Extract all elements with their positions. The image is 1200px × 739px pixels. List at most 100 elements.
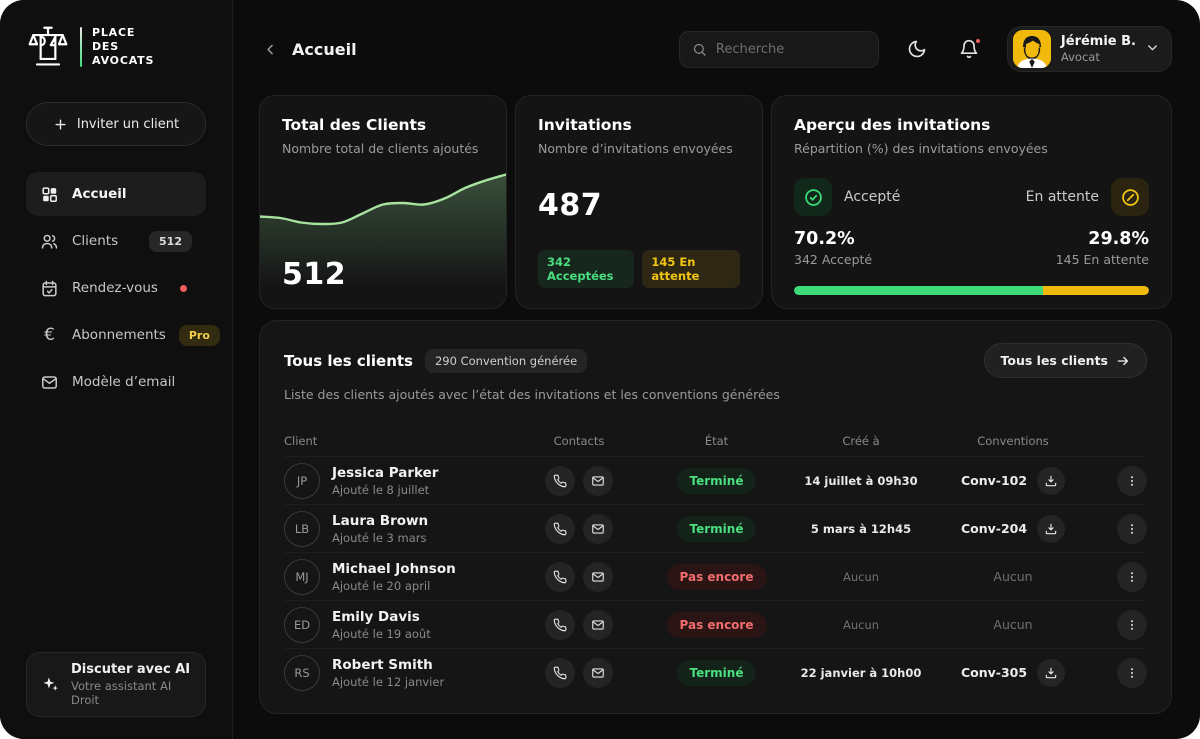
search-input[interactable] — [715, 41, 866, 57]
state-badge: Terminé — [676, 467, 757, 494]
mail-icon — [592, 619, 604, 630]
client-added-date: Ajouté le 3 mars — [332, 530, 427, 545]
ai-chat-button[interactable]: Discuter avec AI Votre assistant AI Droi… — [26, 652, 206, 717]
accepted-check-icon — [794, 178, 832, 216]
row-menu-button[interactable] — [1117, 465, 1147, 496]
notification-badge — [973, 37, 982, 45]
client-name: Robert Smith — [332, 656, 433, 673]
created-at: 5 mars à 12h45 — [810, 521, 912, 536]
arrow-right-icon — [1117, 356, 1129, 365]
kebab-menu-icon — [1131, 667, 1133, 678]
view-all-label: Tous les clients — [1000, 353, 1108, 368]
card-title: Total des Clients — [282, 116, 427, 134]
phone-button[interactable] — [545, 513, 575, 544]
logo-divider — [80, 27, 82, 67]
card-title: Invitations — [538, 116, 632, 134]
email-button[interactable] — [583, 657, 613, 688]
table-subtitle: Liste des clients ajoutés avec l’état de… — [284, 387, 780, 402]
row-menu-button[interactable] — [1117, 561, 1147, 592]
theme-toggle-button[interactable] — [903, 35, 931, 63]
sidebar-item-modele-email[interactable]: Modèle d’email — [26, 360, 206, 404]
email-button[interactable] — [583, 561, 613, 592]
row-menu-button[interactable] — [1117, 657, 1147, 688]
download-icon — [1045, 475, 1057, 486]
chevron-down-icon — [1146, 41, 1159, 58]
notification-dot — [180, 284, 187, 292]
invite-client-label: Inviter un client — [76, 116, 180, 132]
invite-client-button[interactable]: Inviter un client — [26, 102, 206, 146]
mail-icon — [592, 475, 604, 486]
download-icon — [1045, 523, 1057, 534]
clients-table-card: Tous les clients 290 Convention générée … — [259, 320, 1172, 714]
client-name: Michael Johnson — [332, 560, 456, 577]
card-subtitle: Nombre d’invitations envoyées — [538, 141, 733, 156]
client-added-date: Ajouté le 8 juillet — [332, 482, 430, 497]
user-role: Avocat — [1060, 49, 1100, 64]
table-row: MJ Michael Johnson Ajouté le 20 april — [284, 552, 1147, 600]
users-icon — [41, 234, 58, 249]
search-box[interactable] — [678, 30, 879, 68]
accepted-label: Accepté — [844, 189, 901, 205]
row-menu-button[interactable] — [1117, 513, 1147, 544]
moon-icon — [908, 40, 926, 58]
client-initials-avatar: ED — [284, 606, 320, 643]
column-header-cree-a: Créé à — [842, 434, 880, 448]
client-added-date: Ajouté le 19 août — [332, 626, 431, 641]
view-all-clients-button[interactable]: Tous les clients — [983, 343, 1147, 378]
email-button[interactable] — [583, 465, 613, 496]
phone-icon — [553, 474, 567, 487]
column-header-contacts: Contacts — [553, 434, 605, 448]
page-title: Accueil — [292, 39, 357, 59]
email-button[interactable] — [583, 513, 613, 544]
sidebar-item-accueil[interactable]: Accueil — [26, 172, 206, 216]
notifications-button[interactable] — [955, 35, 983, 63]
invitations-overview-card: Aperçu des invitations Répartition (%) d… — [771, 95, 1172, 309]
sidebar-item-label: Rendez-vous — [72, 280, 158, 296]
phone-button[interactable] — [545, 465, 575, 496]
download-icon — [1045, 667, 1057, 678]
client-initials-avatar: MJ — [284, 558, 320, 595]
card-subtitle: Nombre total de clients ajoutés — [282, 141, 479, 156]
stats-cards: Total des Clients Nombre total de client… — [259, 95, 1172, 309]
progress-pending-segment — [1043, 286, 1149, 295]
download-button[interactable] — [1037, 466, 1066, 495]
phone-button[interactable] — [545, 609, 575, 640]
phone-icon — [553, 522, 567, 535]
sidebar-item-label: Abonnements — [72, 327, 166, 343]
sidebar-item-abonnements[interactable]: € Abonnements Pro — [26, 313, 220, 357]
accepted-percent: 70.2% — [794, 229, 855, 249]
mail-icon — [592, 523, 604, 534]
client-added-date: Ajouté le 12 janvier — [332, 674, 445, 689]
column-header-conventions: Conventions — [977, 434, 1049, 448]
user-menu[interactable]: Jérémie B. Avocat — [1006, 26, 1172, 72]
back-button[interactable] — [259, 38, 282, 61]
download-button[interactable] — [1037, 514, 1066, 543]
table-row: RS Robert Smith Ajouté le 12 janvier — [284, 648, 1147, 696]
clients-table-body: JP Jessica Parker Ajouté le 8 juillet — [284, 456, 1147, 696]
clients-sparkline-chart — [260, 158, 506, 308]
pending-count: 145 En attente — [1055, 252, 1149, 267]
avatar — [1012, 30, 1051, 68]
row-menu-button[interactable] — [1117, 609, 1147, 640]
accepted-count: 342 Accepté — [794, 252, 873, 267]
column-header-etat: État — [704, 434, 729, 448]
mail-icon — [592, 667, 604, 678]
convention-id: Aucun — [993, 617, 1033, 632]
phone-button[interactable] — [545, 657, 575, 688]
ai-button-title: Discuter avec AI — [71, 662, 191, 677]
convention-id: Conv-102 — [960, 473, 1028, 488]
phone-icon — [553, 666, 567, 679]
email-button[interactable] — [583, 609, 613, 640]
sidebar-item-clients[interactable]: Clients 512 — [26, 219, 206, 263]
table-row: ED Emily Davis Ajouté le 19 août — [284, 600, 1147, 648]
column-header-client: Client — [284, 434, 318, 448]
created-at: 14 juillet à 09h30 — [804, 473, 918, 488]
sidebar-item-label: Accueil — [72, 186, 127, 202]
sidebar-item-rendez-vous[interactable]: Rendez-vous — [26, 266, 206, 310]
sidebar-item-label: Modèle d’email — [72, 374, 176, 390]
phone-button[interactable] — [545, 561, 575, 592]
table-header-row: Client Contacts État Créé à Conventions — [284, 426, 1147, 456]
download-button[interactable] — [1037, 658, 1066, 687]
invitations-progress-bar — [794, 286, 1149, 295]
invitations-card: Invitations Nombre d’invitations envoyée… — [515, 95, 763, 309]
